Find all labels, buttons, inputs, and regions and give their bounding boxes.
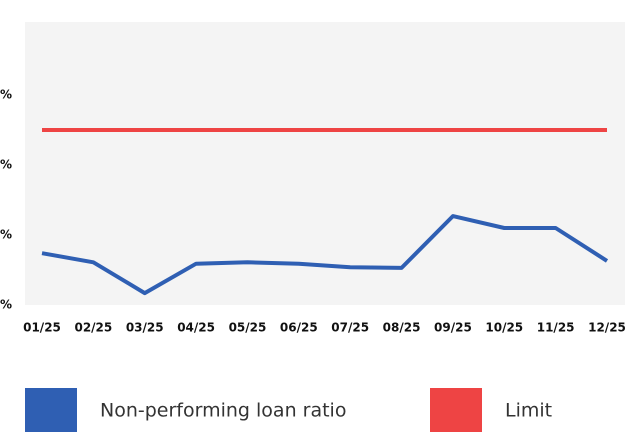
x-tick-label: 08/25 — [383, 321, 421, 335]
legend-label: Non-performing loan ratio — [100, 400, 346, 422]
x-tick-label: 09/25 — [434, 321, 472, 335]
plot-area — [25, 22, 625, 305]
legend-swatch — [25, 388, 77, 432]
x-tick-label: 07/25 — [331, 321, 369, 335]
legend-label: Limit — [505, 400, 552, 422]
y-tick-label: 2.0% — [0, 158, 12, 172]
y-tick-label: 1.0% — [0, 228, 12, 242]
y-tick-label: 3.0% — [0, 88, 12, 102]
x-tick-label: 04/25 — [177, 321, 215, 335]
y-tick-label: 0.0% — [0, 298, 12, 312]
x-tick-label: 03/25 — [126, 321, 164, 335]
x-tick-label: 06/25 — [280, 321, 318, 335]
x-tick-label: 05/25 — [229, 321, 267, 335]
x-tick-label: 12/25 — [588, 321, 626, 335]
x-tick-label: 11/25 — [537, 321, 575, 335]
legend-swatch — [430, 388, 482, 432]
x-tick-label: 01/25 — [23, 321, 61, 335]
data-line — [41, 214, 609, 296]
x-tick-label: 10/25 — [485, 321, 523, 335]
x-tick-label: 02/25 — [74, 321, 112, 335]
